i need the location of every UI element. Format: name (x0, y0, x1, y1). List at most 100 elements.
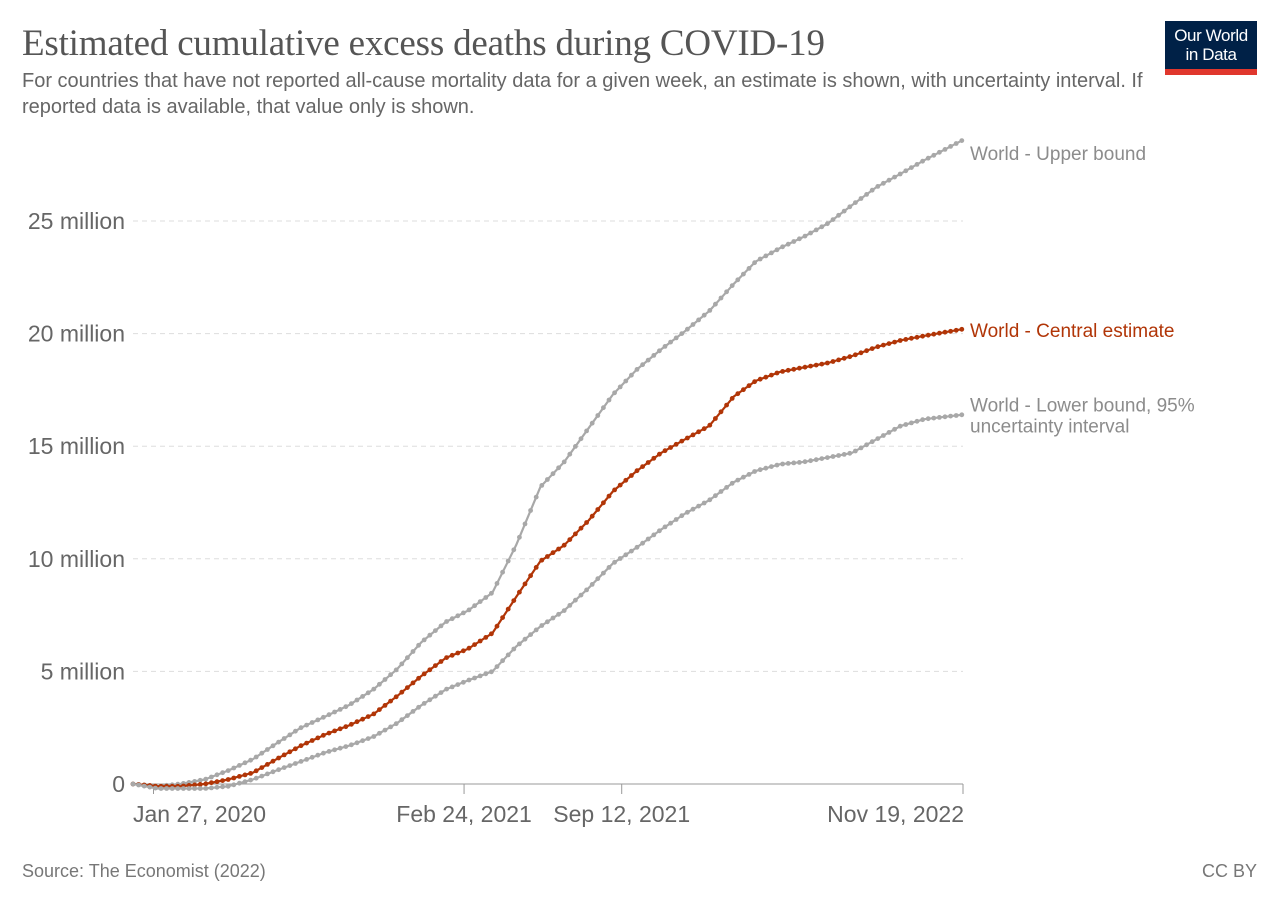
series-point[interactable] (735, 277, 741, 283)
series-point[interactable] (942, 329, 948, 335)
series-point[interactable] (741, 474, 746, 480)
series-point[interactable] (813, 362, 819, 368)
series-line[interactable] (132, 138, 964, 788)
series-point[interactable] (293, 746, 298, 752)
series-point[interactable] (393, 667, 399, 673)
series-point[interactable] (225, 768, 231, 773)
source-note[interactable]: Source: The Economist (2022) (22, 861, 266, 881)
series-point[interactable] (360, 694, 365, 699)
series-line[interactable] (132, 413, 964, 790)
series-point[interactable] (561, 608, 567, 613)
series-point[interactable] (886, 177, 892, 183)
series-point[interactable] (897, 423, 903, 429)
series-point[interactable] (785, 367, 791, 373)
series-point[interactable] (522, 521, 528, 527)
series-point[interactable] (545, 477, 550, 482)
series-point[interactable] (315, 717, 321, 723)
series-point[interactable] (869, 187, 875, 193)
series-point[interactable] (942, 414, 948, 420)
series-point[interactable] (332, 709, 337, 715)
series-point[interactable] (617, 384, 623, 390)
series-point[interactable] (769, 464, 774, 469)
series-point[interactable] (808, 458, 813, 464)
series-point[interactable] (231, 782, 237, 788)
series-point[interactable] (606, 565, 612, 570)
series-point[interactable] (393, 721, 399, 727)
series-point[interactable] (937, 330, 942, 336)
series-point[interactable] (920, 158, 925, 164)
series-point[interactable] (556, 465, 561, 471)
series-point[interactable] (679, 438, 685, 444)
series-point[interactable] (881, 342, 886, 348)
series-point[interactable] (511, 646, 517, 652)
series-point[interactable] (836, 212, 841, 218)
series-point[interactable] (197, 782, 203, 787)
series-point[interactable] (522, 636, 528, 642)
series-point[interactable] (595, 413, 601, 418)
series-point[interactable] (365, 714, 371, 719)
series-point[interactable] (281, 765, 287, 770)
series-point[interactable] (472, 603, 477, 609)
series-point[interactable] (337, 707, 343, 712)
series-point[interactable] (651, 532, 657, 538)
series-point[interactable] (707, 308, 713, 313)
series-point[interactable] (494, 581, 500, 586)
series-point[interactable] (265, 747, 270, 752)
series-point[interactable] (942, 147, 948, 152)
series-point[interactable] (253, 754, 259, 760)
series-point[interactable] (668, 445, 673, 450)
series-point[interactable] (237, 763, 242, 768)
series-point[interactable] (869, 439, 875, 445)
series-point[interactable] (578, 525, 584, 531)
series-point[interactable] (774, 462, 780, 468)
series-point[interactable] (629, 372, 634, 378)
series-point[interactable] (309, 720, 315, 725)
series-point[interactable] (780, 461, 785, 467)
series-point[interactable] (640, 540, 645, 546)
series-point[interactable] (729, 396, 735, 401)
series-point[interactable] (657, 451, 662, 457)
series-point[interactable] (315, 735, 321, 741)
series-point[interactable] (539, 623, 545, 628)
series-point[interactable] (321, 714, 326, 720)
series-point[interactable] (584, 520, 589, 525)
series-point[interactable] (550, 615, 556, 621)
series-point[interactable] (248, 771, 254, 776)
series-point[interactable] (657, 348, 662, 354)
series-point[interactable] (567, 537, 573, 542)
series-point[interactable] (640, 362, 645, 368)
series-point[interactable] (332, 747, 337, 753)
series-point[interactable] (746, 383, 752, 389)
series-point[interactable] (825, 221, 830, 227)
series-point[interactable] (931, 152, 937, 158)
series-point[interactable] (354, 697, 360, 703)
series-point[interactable] (623, 378, 629, 384)
series-point[interactable] (881, 433, 886, 438)
series-point[interactable] (556, 546, 561, 552)
series-point[interactable] (220, 770, 226, 776)
series-point[interactable] (707, 497, 713, 503)
series-point[interactable] (449, 684, 455, 690)
license-note[interactable]: CC BY (1201, 861, 1257, 881)
series-point[interactable] (304, 757, 309, 762)
series-point[interactable] (203, 781, 209, 787)
series-point[interactable] (209, 780, 214, 786)
series-point[interactable] (265, 771, 270, 777)
series-point[interactable] (265, 762, 270, 767)
series-point[interactable] (253, 768, 259, 774)
series-point[interactable] (634, 468, 640, 474)
series-point[interactable] (410, 680, 416, 686)
series-point[interactable] (203, 776, 209, 782)
series-point[interactable] (937, 415, 942, 420)
series-point[interactable] (925, 416, 931, 422)
series-point[interactable] (841, 208, 847, 214)
series-point[interactable] (847, 450, 853, 456)
series-point[interactable] (696, 503, 701, 509)
series-point[interactable] (634, 367, 640, 372)
series-point[interactable] (645, 357, 651, 363)
series-point[interactable] (444, 619, 449, 624)
series-point[interactable] (539, 483, 545, 488)
series-point[interactable] (629, 548, 634, 554)
series-point[interactable] (847, 354, 853, 360)
series-point[interactable] (438, 623, 444, 629)
